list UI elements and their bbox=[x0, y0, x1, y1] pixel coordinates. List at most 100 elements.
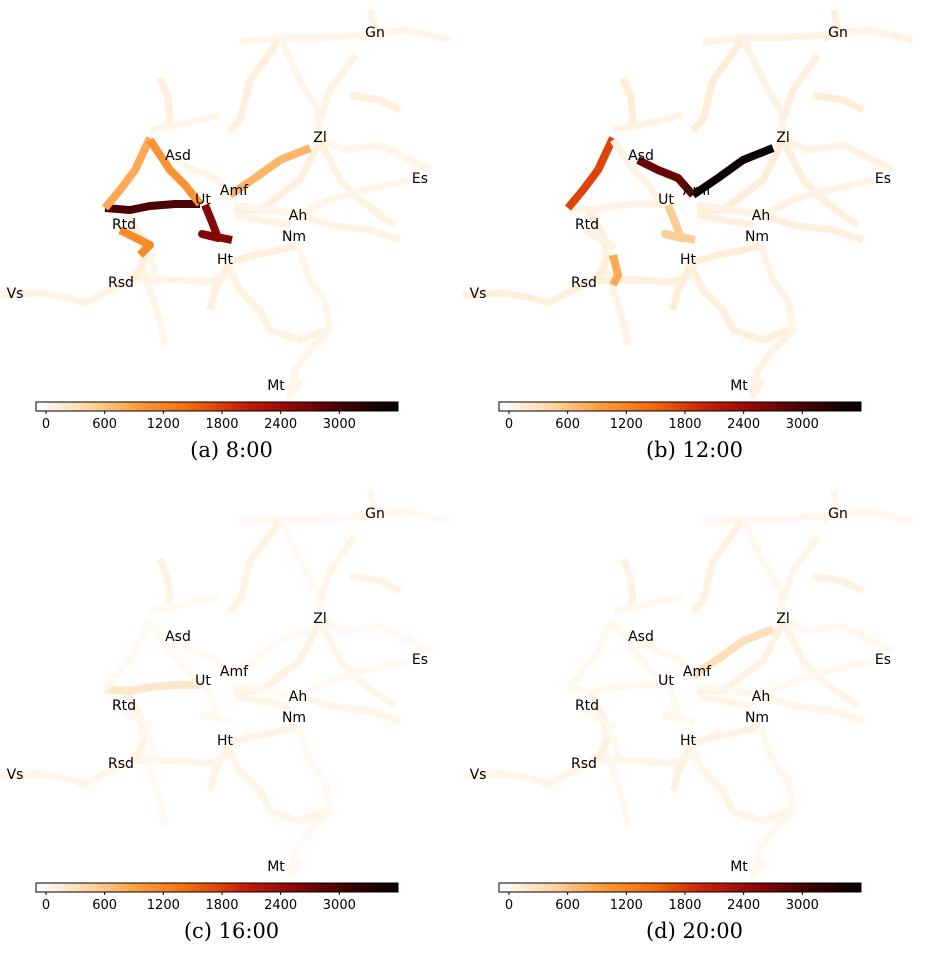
colorbar-tick-label: 0 bbox=[505, 898, 513, 913]
rail-link bbox=[564, 136, 617, 211]
panel-caption: (b) 12:00 bbox=[645, 438, 744, 462]
rail-link bbox=[739, 36, 787, 141]
city-label-gn: Gn bbox=[828, 506, 848, 522]
city-label-zl: Zl bbox=[313, 130, 326, 146]
rail-link bbox=[565, 617, 617, 692]
city-label-vs: Vs bbox=[7, 767, 24, 783]
city-label-es: Es bbox=[875, 652, 891, 668]
rail-link bbox=[609, 254, 622, 287]
city-label-amf: Amf bbox=[683, 183, 712, 199]
rail-link bbox=[298, 692, 402, 725]
city-label-rtd: Rtd bbox=[112, 217, 136, 233]
rail-link bbox=[206, 263, 232, 311]
city-label-ah: Ah bbox=[752, 689, 770, 705]
city-label-ht: Ht bbox=[680, 252, 697, 268]
rail-link bbox=[619, 76, 637, 132]
rail-link bbox=[149, 111, 221, 134]
city-label-mt: Mt bbox=[730, 859, 748, 875]
city-label-gn: Gn bbox=[828, 25, 848, 41]
colorbar-tick-label: 0 bbox=[42, 417, 50, 432]
city-label-mt: Mt bbox=[730, 378, 748, 394]
city-label-es: Es bbox=[412, 652, 428, 668]
rail-link bbox=[567, 200, 663, 214]
rail-link bbox=[102, 617, 154, 692]
city-label-es: Es bbox=[412, 171, 428, 187]
rail-link bbox=[349, 91, 402, 114]
rail-link bbox=[599, 739, 632, 827]
rail-link bbox=[567, 681, 663, 695]
rail-link bbox=[233, 176, 411, 219]
rail-link bbox=[318, 617, 432, 655]
city-label-zl: Zl bbox=[776, 611, 789, 627]
rail-link bbox=[739, 517, 787, 622]
colorbar-tick-label: 1800 bbox=[668, 417, 701, 432]
rail-link bbox=[147, 619, 203, 688]
colorbar-tick-label: 1200 bbox=[147, 898, 180, 913]
rail-link bbox=[812, 91, 865, 114]
rail-link bbox=[136, 739, 169, 827]
rail-link bbox=[610, 619, 666, 688]
rail-link bbox=[156, 557, 174, 613]
city-label-vs: Vs bbox=[7, 286, 24, 302]
rail-link bbox=[692, 722, 761, 747]
rail-link bbox=[316, 52, 358, 122]
rail-link bbox=[239, 26, 451, 46]
rail-link bbox=[702, 26, 914, 46]
network-map: Gn Zl Es Asd Amf Ut Ah Rtd Nm Ht Rsd Vs Mt 0 600 1200 18… bbox=[0, 9, 451, 432]
rail-link bbox=[584, 689, 612, 764]
rail-link bbox=[661, 684, 696, 725]
city-label-nm: Nm bbox=[745, 710, 769, 726]
rail-link bbox=[146, 254, 159, 287]
rail-link bbox=[227, 517, 283, 614]
city-label-ht: Ht bbox=[217, 252, 234, 268]
rail-link bbox=[316, 138, 397, 228]
city-label-nm: Nm bbox=[282, 710, 306, 726]
rail-link bbox=[687, 263, 790, 344]
rail-link bbox=[298, 211, 402, 244]
panel-b: Gn Zl Es Asd Amf Ut Ah Rtd Nm Ht Rsd Vs Mt 0 600 1200 18… bbox=[463, 0, 926, 481]
rail-link bbox=[227, 36, 283, 133]
rail-link bbox=[749, 243, 797, 399]
panel-caption: (d) 20:00 bbox=[645, 919, 744, 943]
colorbar-tick-label: 3000 bbox=[323, 417, 356, 432]
rail-link bbox=[318, 136, 432, 174]
rail-link bbox=[749, 724, 797, 880]
rail-link bbox=[121, 689, 149, 764]
rail-link bbox=[692, 241, 761, 266]
rail-link bbox=[690, 625, 775, 680]
rail-link bbox=[0, 271, 230, 307]
rail-link bbox=[104, 200, 200, 214]
colorbar bbox=[498, 401, 862, 412]
rail-link bbox=[584, 208, 612, 283]
city-label-ut: Ut bbox=[658, 673, 674, 689]
colorbar-tick-label: 0 bbox=[505, 417, 513, 432]
city-label-gn: Gn bbox=[365, 506, 385, 522]
city-label-zl: Zl bbox=[776, 130, 789, 146]
rail-link bbox=[227, 144, 312, 199]
colorbar-tick-label: 2400 bbox=[264, 417, 297, 432]
city-label-rtd: Rtd bbox=[112, 698, 136, 714]
rail-link bbox=[146, 735, 159, 768]
city-label-mt: Mt bbox=[267, 859, 285, 875]
rail-link bbox=[612, 111, 684, 134]
rail-link bbox=[779, 619, 860, 709]
city-label-ut: Ut bbox=[195, 673, 211, 689]
city-label-rsd: Rsd bbox=[108, 756, 134, 772]
city-label-es: Es bbox=[875, 171, 891, 187]
rail-link bbox=[118, 707, 154, 739]
rail-link bbox=[779, 533, 821, 603]
colorbar-tick-label: 1800 bbox=[668, 898, 701, 913]
colorbar-tick-label: 3000 bbox=[323, 898, 356, 913]
colorbar-tick-label: 2400 bbox=[727, 898, 760, 913]
panel-caption: (a) 8:00 bbox=[190, 438, 273, 462]
city-label-nm: Nm bbox=[282, 229, 306, 245]
rail-link bbox=[233, 657, 411, 700]
colorbar-tick-label: 1200 bbox=[147, 417, 180, 432]
city-label-ht: Ht bbox=[680, 733, 697, 749]
colorbar-tick-label: 1200 bbox=[610, 898, 643, 913]
rail-link bbox=[358, 9, 379, 43]
rail-link bbox=[463, 752, 693, 788]
rail-link bbox=[224, 744, 327, 825]
colorbar-tick-label: 1800 bbox=[205, 417, 238, 432]
colorbar-tick-label: 2400 bbox=[727, 417, 760, 432]
